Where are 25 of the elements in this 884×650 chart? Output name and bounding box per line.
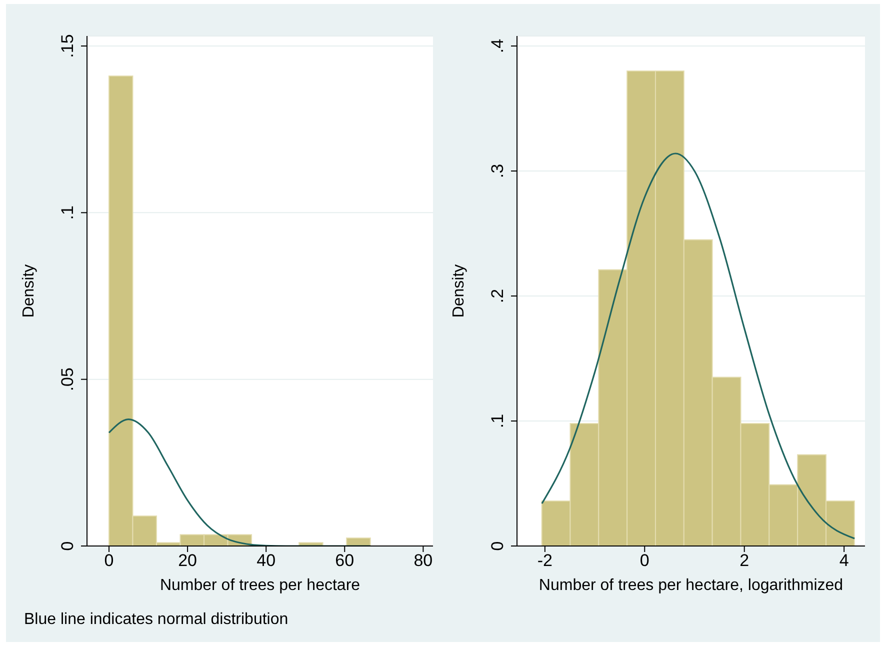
x-tick-label: 80: [414, 551, 433, 570]
y-tick-label: .05: [58, 368, 77, 392]
x-tick-label: 40: [256, 551, 276, 570]
y-tick-label: .2: [488, 288, 507, 304]
y-tick-label: 0: [488, 541, 507, 551]
x-tick-label: 4: [839, 551, 849, 570]
y-tick-label: .4: [488, 38, 507, 54]
x-tick-label: 60: [335, 551, 354, 570]
y-tick-label: .3: [488, 164, 507, 178]
x-tick-label: 0: [640, 551, 650, 570]
y-tick-label: 0: [58, 541, 77, 551]
x-tick-label: -2: [537, 551, 552, 570]
line-series: [108, 418, 372, 546]
y-tick-label: .1: [488, 414, 507, 428]
y-axis-title: Density: [20, 264, 38, 318]
x-tick-label: 2: [740, 551, 750, 570]
y-tick-label: .15: [58, 34, 77, 58]
y-axis-title: Density: [450, 264, 468, 318]
x-axis-title: Number of trees per hectare, logarithmized: [538, 577, 844, 594]
text: Blue line indicates normal distribution: [24, 611, 288, 629]
x-axis-title: Number of trees per hectare: [160, 577, 360, 594]
x-tick-label: 0: [104, 551, 114, 570]
x-tick-label: 20: [178, 551, 197, 570]
y-tick-label: .1: [58, 206, 77, 220]
line-series: [541, 152, 856, 540]
